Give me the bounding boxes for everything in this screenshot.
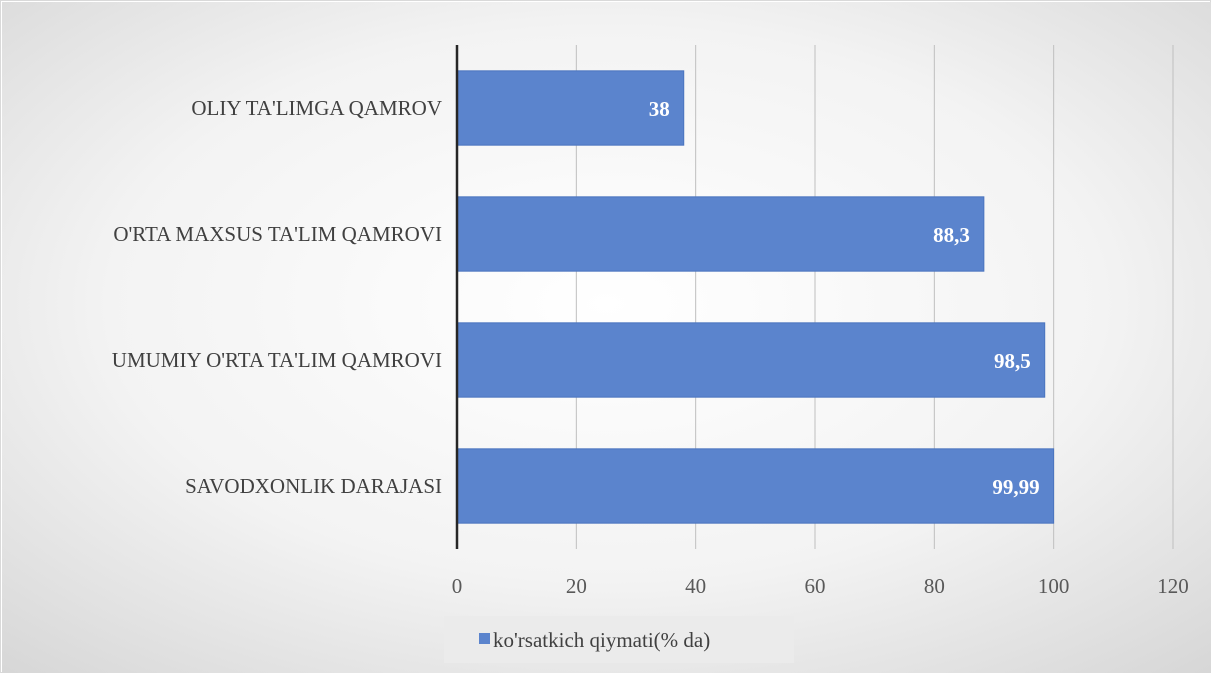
labels: 0 20 40 60 80 100 120 OLIY TA'LIMGA QAMROV 38 O'R… <box>112 96 1189 598</box>
x-tick-label-80: 80 <box>924 574 945 598</box>
bars <box>456 70 1055 524</box>
bar-3 <box>456 322 1046 398</box>
data-label-1: 38 <box>649 97 670 121</box>
x-tick-label-100: 100 <box>1038 574 1070 598</box>
x-tick-label-60: 60 <box>805 574 826 598</box>
legend-swatch <box>479 633 490 644</box>
legend-box <box>444 616 794 663</box>
category-label-1: OLIY TA'LIMGA QAMROV <box>191 96 442 120</box>
bar-2 <box>456 196 985 272</box>
category-label-3: UMUMIY O'RTA TA'LIM QAMROVI <box>112 348 442 372</box>
x-tick-label-120: 120 <box>1157 574 1189 598</box>
legend-label: ko'rsatkich qiymati(% da) <box>493 628 710 652</box>
bar-4 <box>456 448 1055 524</box>
data-label-4: 99,99 <box>992 475 1039 499</box>
data-label-2: 88,3 <box>933 223 970 247</box>
category-label-4: SAVODXONLIK DARAJASI <box>185 474 442 498</box>
legend: ko'rsatkich qiymati(% da) <box>444 616 794 663</box>
data-label-3: 98,5 <box>994 349 1031 373</box>
x-tick-label-40: 40 <box>685 574 706 598</box>
x-tick-label-0: 0 <box>452 574 463 598</box>
category-label-2: O'RTA MAXSUS TA'LIM QAMROVI <box>113 222 442 246</box>
bar-1 <box>456 70 685 146</box>
x-tick-label-20: 20 <box>566 574 587 598</box>
